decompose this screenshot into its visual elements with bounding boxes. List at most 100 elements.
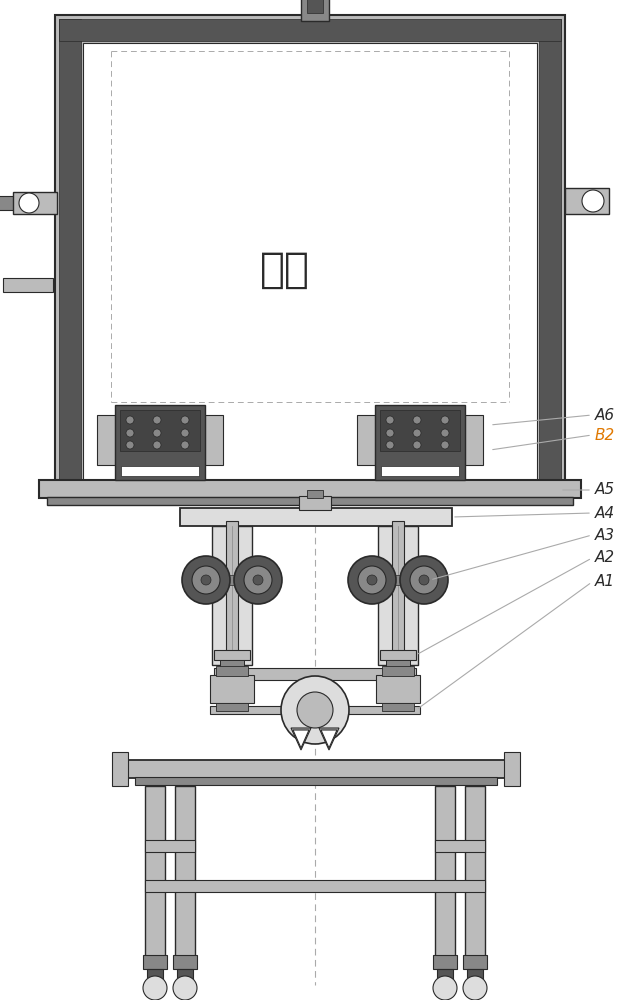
Bar: [177, 969, 193, 981]
Circle shape: [19, 193, 39, 213]
Bar: [205, 415, 223, 465]
Bar: [382, 666, 414, 676]
Bar: [147, 969, 163, 981]
Circle shape: [153, 416, 161, 424]
Bar: [180, 508, 452, 526]
Bar: [120, 410, 200, 451]
Bar: [125, 760, 507, 778]
Bar: [378, 526, 418, 665]
Circle shape: [173, 976, 197, 1000]
Bar: [465, 786, 485, 961]
Bar: [372, 575, 424, 585]
Text: A3: A3: [595, 528, 615, 542]
Bar: [115, 405, 205, 480]
Circle shape: [153, 429, 161, 437]
Bar: [392, 521, 404, 670]
Circle shape: [413, 416, 421, 424]
Circle shape: [367, 575, 377, 585]
Circle shape: [441, 429, 449, 437]
Circle shape: [153, 441, 161, 449]
Bar: [121, 466, 199, 476]
Bar: [437, 969, 453, 981]
Circle shape: [386, 429, 394, 437]
Bar: [301, 0, 329, 21]
Polygon shape: [293, 730, 309, 748]
Circle shape: [386, 416, 394, 424]
Circle shape: [413, 429, 421, 437]
Polygon shape: [321, 730, 337, 748]
Bar: [214, 676, 250, 686]
Text: A6: A6: [595, 408, 615, 422]
Bar: [3, 278, 53, 292]
Bar: [214, 650, 250, 660]
Bar: [435, 840, 485, 852]
Circle shape: [182, 556, 230, 604]
Circle shape: [297, 692, 333, 728]
Text: A4: A4: [595, 506, 615, 520]
Circle shape: [181, 416, 189, 424]
Circle shape: [201, 575, 211, 585]
Bar: [39, 480, 581, 498]
Bar: [83, 43, 537, 482]
Circle shape: [441, 416, 449, 424]
Circle shape: [582, 190, 604, 212]
Bar: [433, 955, 457, 969]
Circle shape: [358, 566, 386, 594]
Circle shape: [410, 566, 438, 594]
Circle shape: [400, 556, 448, 604]
Circle shape: [244, 566, 272, 594]
Circle shape: [234, 556, 282, 604]
Bar: [216, 666, 248, 676]
Text: A2: A2: [595, 550, 615, 566]
Circle shape: [143, 976, 167, 1000]
Bar: [135, 777, 497, 785]
Circle shape: [126, 416, 134, 424]
Bar: [145, 786, 165, 961]
Bar: [13, 192, 57, 214]
Bar: [210, 675, 254, 703]
Bar: [380, 676, 416, 686]
Bar: [220, 660, 244, 676]
Bar: [376, 675, 420, 703]
Circle shape: [419, 575, 429, 585]
Bar: [386, 660, 410, 676]
Bar: [97, 415, 115, 465]
Circle shape: [253, 575, 263, 585]
Bar: [216, 703, 248, 711]
Bar: [47, 497, 573, 505]
Bar: [539, 19, 561, 486]
Bar: [59, 19, 561, 41]
Bar: [380, 650, 416, 660]
Bar: [299, 496, 331, 510]
Bar: [382, 703, 414, 711]
Polygon shape: [319, 728, 339, 750]
Bar: [143, 955, 167, 969]
Bar: [307, 490, 323, 498]
Circle shape: [181, 429, 189, 437]
Text: A1: A1: [595, 574, 615, 589]
Text: B2: B2: [595, 428, 615, 442]
Bar: [226, 521, 238, 670]
Bar: [438, 480, 448, 490]
Text: A5: A5: [595, 483, 615, 497]
Bar: [392, 480, 402, 490]
Circle shape: [192, 566, 220, 594]
Bar: [132, 480, 142, 490]
Circle shape: [386, 441, 394, 449]
Bar: [212, 526, 252, 665]
Bar: [210, 706, 420, 714]
Bar: [307, 0, 323, 13]
Bar: [435, 786, 455, 961]
Bar: [145, 880, 485, 892]
Bar: [173, 955, 197, 969]
Bar: [59, 19, 81, 486]
Bar: [565, 188, 609, 214]
Bar: [206, 575, 258, 585]
Circle shape: [281, 676, 349, 744]
Bar: [463, 955, 487, 969]
Bar: [178, 480, 188, 490]
Bar: [112, 752, 128, 786]
Text: 工件: 工件: [260, 249, 310, 291]
Bar: [465, 415, 483, 465]
Circle shape: [348, 556, 396, 604]
